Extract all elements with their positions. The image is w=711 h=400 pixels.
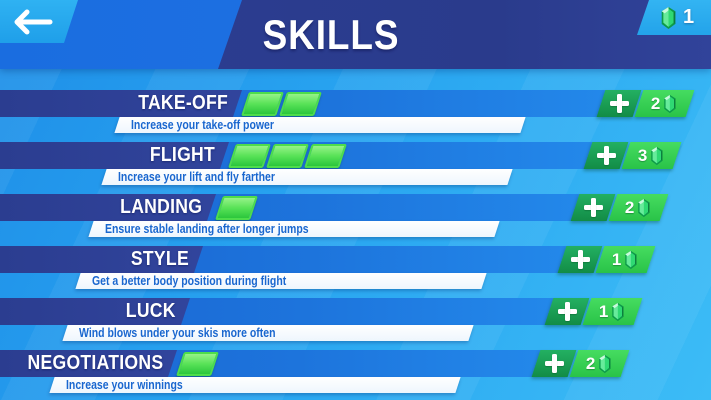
skill-level-segment (215, 195, 258, 220)
gem-icon (613, 302, 625, 321)
cost-plate: 2 (569, 350, 630, 377)
skill-label-bar: LANDING (0, 194, 216, 221)
gem-icon (652, 146, 664, 165)
skill-description: Increase your winnings (66, 378, 183, 392)
skill-label-bar: LUCK (0, 298, 190, 325)
gem-icon (661, 6, 676, 29)
upgrade-button[interactable]: 2 (570, 194, 669, 221)
upgrade-button[interactable]: 1 (557, 246, 656, 273)
gem-icon (626, 250, 638, 269)
skill-level-segment (266, 143, 309, 168)
skill-label-bar: TAKE-OFF (0, 90, 242, 117)
skill-row-negotiations: NEGOTIATIONS 2 Increase your winnings (0, 350, 711, 394)
skill-name: NEGOTIATIONS (27, 352, 163, 374)
upgrade-cost: 2 (625, 197, 635, 217)
skill-level-bars (241, 91, 322, 116)
header: SKILLS 1 (0, 0, 711, 69)
skill-name: STYLE (130, 248, 189, 270)
gem-counter[interactable]: 1 (637, 0, 711, 35)
skill-row-take-off: TAKE-OFF 2 Increase your take-off power (0, 90, 711, 134)
skill-description-bar: Increase your lift and fly farther (101, 169, 513, 185)
skill-description-bar: Increase your take-off power (114, 117, 526, 133)
cost-plate: 2 (634, 90, 695, 117)
page-title: SKILLS (262, 11, 400, 58)
back-arrow-icon (14, 9, 53, 34)
gem-icon (600, 354, 612, 373)
skill-description-bar: Ensure stable landing after longer jumps (88, 221, 500, 237)
skill-level-bars (228, 143, 347, 168)
skill-level-bars (176, 351, 219, 376)
skill-label-bar: STYLE (0, 246, 203, 273)
upgrade-cost: 1 (599, 301, 609, 321)
upgrade-button[interactable]: 3 (583, 142, 682, 169)
skill-level-segment (228, 143, 271, 168)
title-banner (218, 0, 711, 69)
skill-level-segment (176, 351, 219, 376)
skill-name: LUCK (126, 300, 176, 322)
upgrade-button[interactable]: 1 (544, 298, 643, 325)
upgrade-cost: 2 (651, 93, 661, 113)
skill-description: Ensure stable landing after longer jumps (105, 222, 309, 236)
skill-label-bar: FLIGHT (0, 142, 229, 169)
gem-icon (665, 94, 677, 113)
skill-level-segment (279, 91, 322, 116)
upgrade-button[interactable]: 2 (531, 350, 630, 377)
skill-name: LANDING (119, 196, 202, 218)
skill-description: Get a better body position during flight (92, 274, 287, 288)
skill-description-bar: Increase your winnings (49, 377, 461, 393)
skill-name: TAKE-OFF (138, 92, 228, 114)
upgrade-cost: 1 (612, 249, 622, 269)
skill-level-bars (215, 195, 258, 220)
skill-row-style: STYLE 1 Get a better body position durin… (0, 246, 711, 290)
skill-row-luck: LUCK 1 Wind blows under your skis more o… (0, 298, 711, 342)
back-button[interactable] (0, 0, 78, 43)
skill-description: Increase your take-off power (131, 118, 274, 132)
skill-description-bar: Wind blows under your skis more often (62, 325, 474, 341)
cost-plate: 2 (608, 194, 669, 221)
skill-description: Wind blows under your skis more often (79, 326, 276, 340)
upgrade-cost: 2 (586, 353, 596, 373)
cost-plate: 1 (582, 298, 643, 325)
upgrade-button[interactable]: 2 (596, 90, 695, 117)
skill-row-flight: FLIGHT 3 Increase your lift and fly fart… (0, 142, 711, 186)
skill-description-bar: Get a better body position during flight (75, 273, 487, 289)
skill-level-segment (304, 143, 347, 168)
skill-label-bar: NEGOTIATIONS (0, 350, 177, 377)
skill-level-segment (241, 91, 284, 116)
cost-plate: 3 (621, 142, 682, 169)
skill-name: FLIGHT (149, 144, 215, 166)
gem-count: 1 (682, 6, 695, 28)
cost-plate: 1 (595, 246, 656, 273)
skill-description: Increase your lift and fly farther (118, 170, 275, 184)
skill-row-landing: LANDING 2 Ensure stable landing after lo… (0, 194, 711, 238)
upgrade-cost: 3 (638, 145, 648, 165)
gem-icon (639, 198, 651, 217)
